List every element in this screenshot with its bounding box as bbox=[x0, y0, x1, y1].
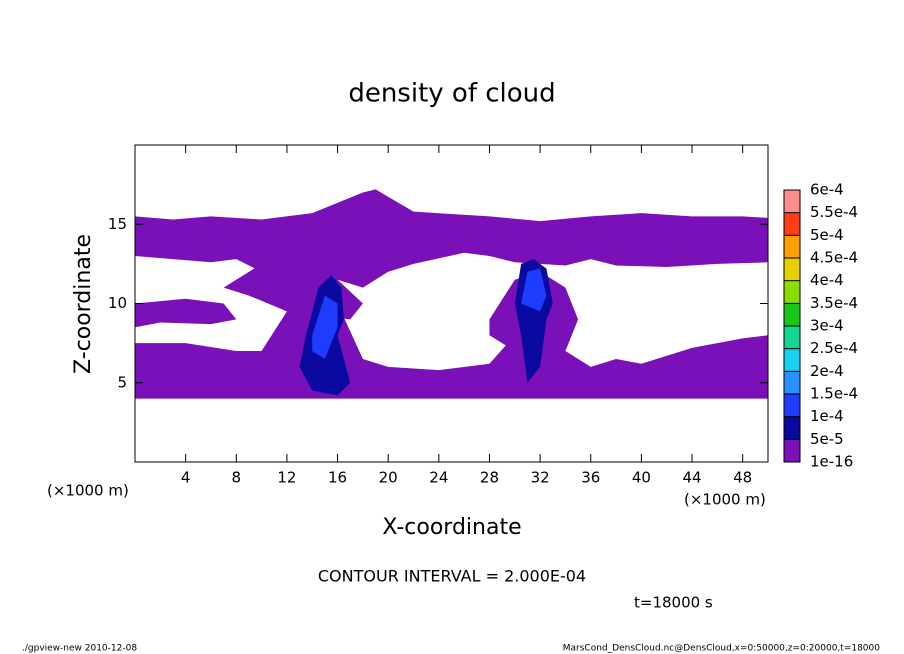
x-tick-label: 44 bbox=[682, 469, 701, 487]
colorbar-label: 4e-4 bbox=[810, 271, 844, 289]
x-tick-label: 32 bbox=[531, 469, 550, 487]
plot-frame bbox=[134, 144, 769, 463]
colorbar-label: 6e-4 bbox=[810, 181, 844, 199]
colorbar-band bbox=[784, 371, 800, 394]
colorbar-label: 5e-4 bbox=[810, 226, 844, 244]
y-axis-label: Z-coordinate bbox=[71, 234, 96, 374]
x-tick-label: 8 bbox=[232, 469, 242, 487]
x-tick-label: 12 bbox=[277, 469, 296, 487]
y-unit: (×1000 m) bbox=[47, 482, 129, 500]
y-tick-label: 5 bbox=[117, 373, 127, 391]
x-tick-label: 16 bbox=[328, 469, 347, 487]
x-tick-label: 48 bbox=[733, 469, 752, 487]
y-tick-label: 15 bbox=[108, 215, 127, 233]
contour-region bbox=[135, 287, 768, 399]
contour-interval: CONTOUR INTERVAL = 2.000E-04 bbox=[318, 567, 586, 586]
x-tick-label: 24 bbox=[429, 469, 448, 487]
colorbar-label: 2.5e-4 bbox=[810, 339, 858, 357]
colorbar-band bbox=[784, 212, 800, 236]
colorbar-label: 4.5e-4 bbox=[810, 249, 858, 267]
footer-right: MarsCond_DensCloud.nc@DensCloud,x=0:5000… bbox=[563, 644, 880, 654]
colorbar-band bbox=[784, 439, 800, 462]
y-tick-label: 10 bbox=[108, 294, 127, 312]
colorbar-band bbox=[784, 416, 800, 440]
colorbar-label: 5.5e-4 bbox=[810, 203, 858, 221]
colorbar-band bbox=[784, 394, 800, 417]
colorbar-band bbox=[784, 303, 800, 326]
colorbar-label: 2e-4 bbox=[810, 362, 844, 380]
colorbar-band bbox=[784, 190, 800, 213]
colorbar-band bbox=[784, 326, 800, 349]
footer-left: ./gpview-new 2010-12-08 bbox=[22, 644, 137, 654]
contour-region bbox=[135, 298, 237, 328]
x-axis-label: X-coordinate bbox=[382, 515, 521, 540]
colorbar-label: 1.5e-4 bbox=[810, 385, 858, 403]
x-unit: (×1000 m) bbox=[684, 491, 766, 509]
x-tick-label: 40 bbox=[632, 469, 651, 487]
colorbar-band bbox=[784, 280, 800, 304]
colorbar-label: 5e-5 bbox=[810, 430, 844, 448]
contour-region bbox=[312, 295, 338, 359]
colorbar-label: 1e-4 bbox=[810, 407, 844, 425]
colorbar-label: 3e-4 bbox=[810, 317, 844, 335]
contour-region bbox=[135, 189, 768, 288]
x-tick-label: 4 bbox=[181, 469, 191, 487]
chart-title: density of cloud bbox=[348, 79, 555, 109]
contour-region bbox=[521, 268, 547, 312]
colorbar-band bbox=[784, 235, 800, 258]
colorbar-band bbox=[784, 258, 800, 281]
x-tick-label: 20 bbox=[379, 469, 398, 487]
time-note: t=18000 s bbox=[634, 594, 713, 612]
colorbar-label: 3.5e-4 bbox=[810, 294, 858, 312]
x-tick-label: 36 bbox=[581, 469, 600, 487]
colorbar-band bbox=[784, 348, 800, 372]
x-tick-label: 28 bbox=[480, 469, 499, 487]
colorbar-label: 1e-16 bbox=[810, 453, 853, 471]
